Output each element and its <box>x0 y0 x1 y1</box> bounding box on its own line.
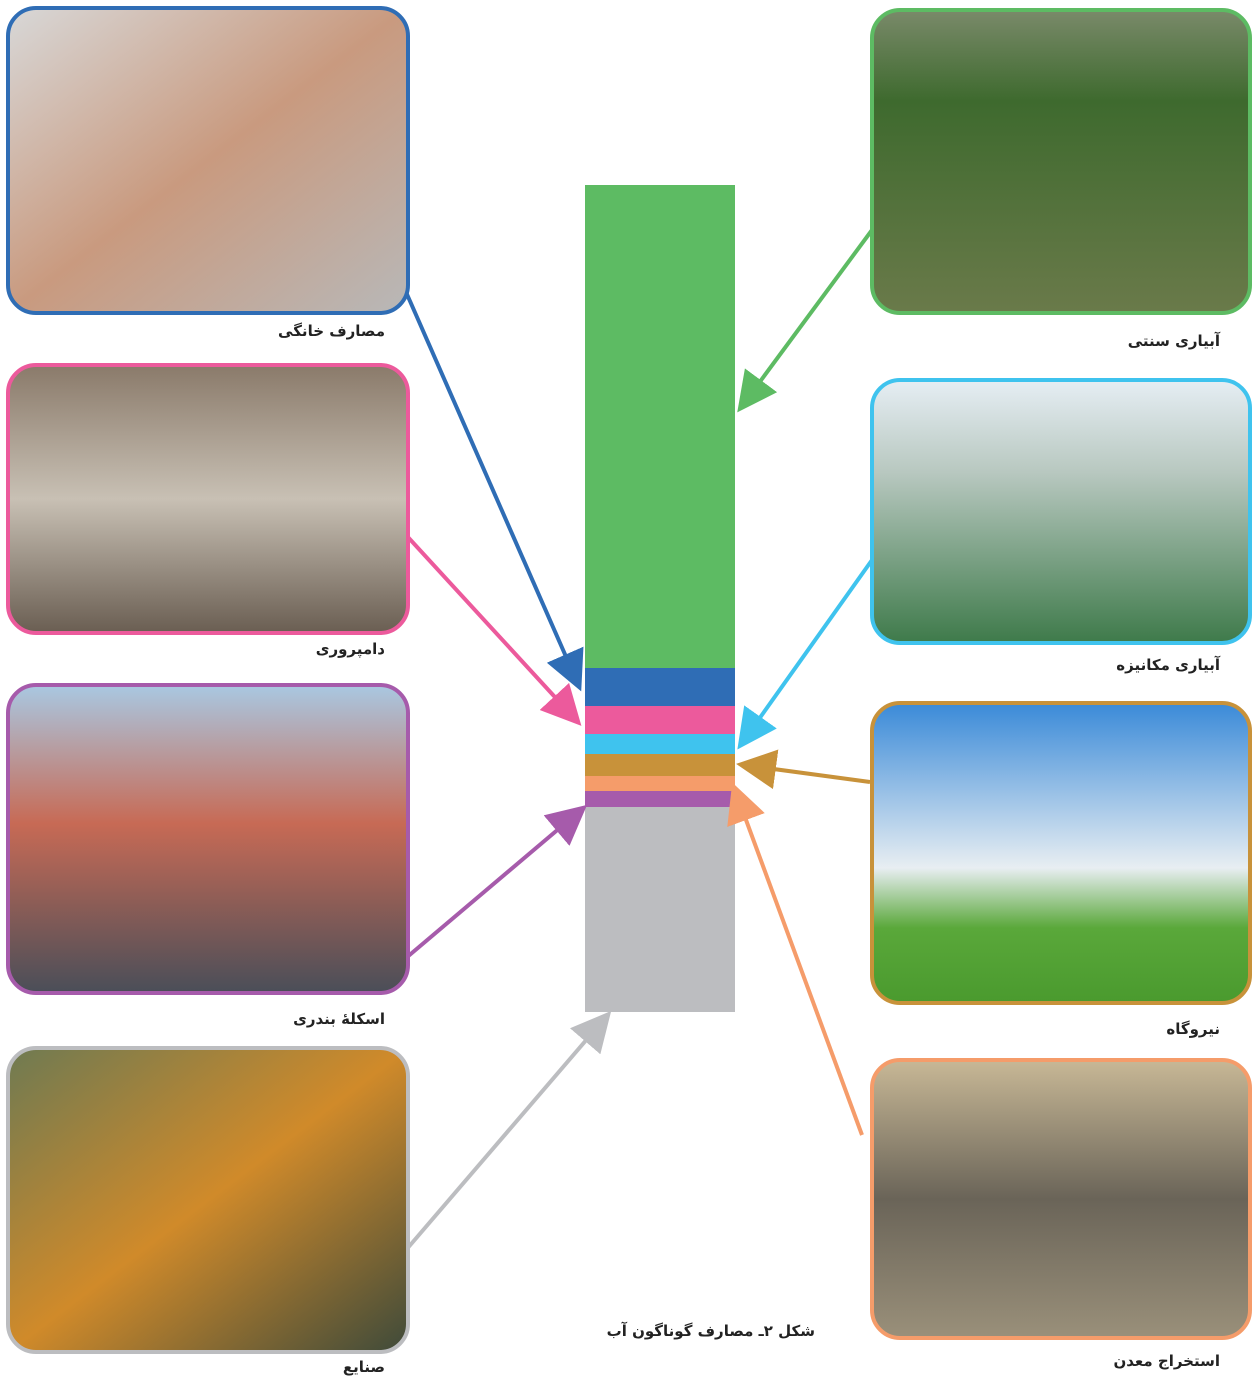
photo-port <box>8 685 408 993</box>
photo-mining <box>872 1060 1250 1338</box>
bar-segment <box>585 706 735 734</box>
arrow <box>742 560 872 743</box>
photo-mechanized-irrigation <box>872 380 1250 643</box>
arrow <box>406 810 581 958</box>
bar-segment <box>585 668 735 706</box>
label: اسکلهٔ بندری <box>293 1010 385 1028</box>
diagram: مصارف خانگی دامپروری اسکلهٔ بندری صنایع … <box>0 0 1255 1379</box>
arrow <box>406 1017 606 1250</box>
label: نیروگاه <box>1166 1020 1220 1038</box>
bar-segment <box>585 776 735 791</box>
photo-traditional-irrigation <box>872 10 1250 313</box>
label: صنایع <box>343 1358 385 1376</box>
arrow <box>735 790 862 1135</box>
caption: شکل ۲ـ مصارف گوناگون آب <box>607 1322 815 1340</box>
bar-segment <box>585 754 735 776</box>
label: دامپروری <box>316 640 386 659</box>
photo-power-plant <box>872 703 1250 1003</box>
photo-household <box>8 8 408 313</box>
photo-livestock <box>8 365 408 633</box>
bar-segment <box>585 185 735 668</box>
arrow <box>742 230 872 406</box>
label: آبیاری مکانیزه <box>1116 656 1221 674</box>
usage-bar <box>585 185 735 1012</box>
arrow <box>406 292 578 684</box>
bar-segment <box>585 807 735 1012</box>
label: مصارف خانگی <box>278 322 385 340</box>
bar-segment <box>585 734 735 754</box>
label: آبیاری سنتی <box>1128 332 1221 350</box>
label: استخراج معدن <box>1113 1352 1220 1370</box>
photo-industry <box>8 1048 408 1352</box>
arrow <box>406 535 576 720</box>
bar-segment <box>585 791 735 807</box>
arrow <box>744 765 870 782</box>
